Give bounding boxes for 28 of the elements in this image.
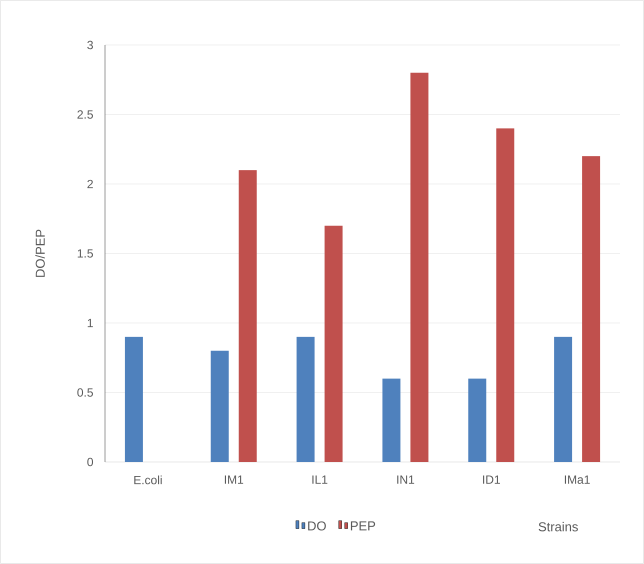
x-tick-label: ID1 [483, 476, 500, 484]
x-axis-title: Strains [538, 522, 578, 532]
bar [410, 72, 428, 462]
y-tick-label: 3 [87, 40, 93, 50]
x-tick-label: IM1 [224, 476, 244, 484]
bar [124, 336, 143, 462]
x-tick-label: E.coli [134, 476, 162, 484]
bar [582, 156, 600, 462]
bar [468, 378, 486, 462]
legend-label: DO [308, 521, 326, 531]
bar [210, 350, 229, 462]
bar [324, 226, 343, 462]
bar [382, 378, 400, 462]
legend-label: PEP [350, 521, 376, 530]
x-tick-label: IN1 [397, 476, 414, 484]
y-tick-label: 2 [87, 180, 93, 188]
y-tick-label: 0 [87, 458, 94, 466]
bar [238, 170, 257, 462]
y-tick-label: 1.5 [78, 249, 93, 258]
x-tick-label: IMa1 [564, 476, 590, 484]
y-tick-label: 1 [88, 318, 93, 328]
y-tick-label: 0.5 [77, 388, 93, 397]
y-tick-label: 2.5 [77, 110, 93, 119]
bar [554, 336, 572, 462]
x-tick-label: IL1 [312, 476, 328, 484]
bar [496, 128, 514, 462]
y-axis-title: DO/PEP [35, 230, 45, 277]
bar [296, 336, 315, 462]
